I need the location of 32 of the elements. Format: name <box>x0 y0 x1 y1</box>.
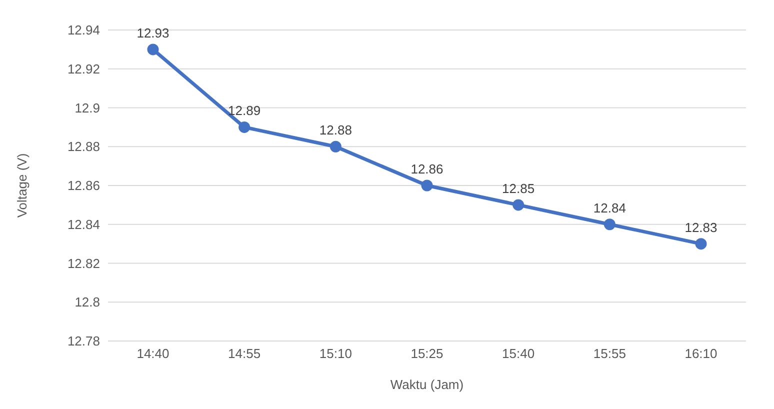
x-axis-title: Waktu (Jam) <box>390 377 464 392</box>
y-tick-label: 12.82 <box>67 256 100 271</box>
data-label: 12.85 <box>502 180 535 196</box>
y-tick-label: 12.88 <box>67 139 100 154</box>
x-tick-label: 15:10 <box>319 346 352 362</box>
y-tick-label: 12.8 <box>74 294 100 310</box>
x-tick-label: 14:55 <box>228 346 261 362</box>
point <box>695 238 707 250</box>
point <box>604 218 616 230</box>
y-axis-title: Voltage (V) <box>14 153 30 218</box>
data-label: 12.93 <box>136 25 170 40</box>
y-tick-label: 12.9 <box>74 100 100 116</box>
x-tick-label: 15:25 <box>410 346 444 362</box>
y-tick-label: 12.92 <box>67 61 100 76</box>
data-label: 12.89 <box>228 103 261 118</box>
y-tick-label: 12.78 <box>67 334 100 349</box>
data-label: 12.84 <box>593 200 626 216</box>
point <box>512 199 524 211</box>
y-tick-label: 12.84 <box>67 216 100 232</box>
y-tick-label: 12.94 <box>67 22 100 38</box>
point <box>421 180 433 192</box>
point <box>147 44 159 56</box>
point <box>330 140 342 152</box>
point <box>238 121 250 133</box>
x-tick-label: 14:40 <box>136 346 170 362</box>
x-tick-label: 15:40 <box>502 346 535 362</box>
x-tick-label: 16:10 <box>684 346 718 362</box>
data-label: 12.83 <box>684 220 718 235</box>
data-label: 12.88 <box>319 122 352 138</box>
x-tick-label: 15:55 <box>593 346 626 362</box>
y-tick-label: 12.86 <box>67 178 100 194</box>
data-label: 12.86 <box>410 162 444 176</box>
